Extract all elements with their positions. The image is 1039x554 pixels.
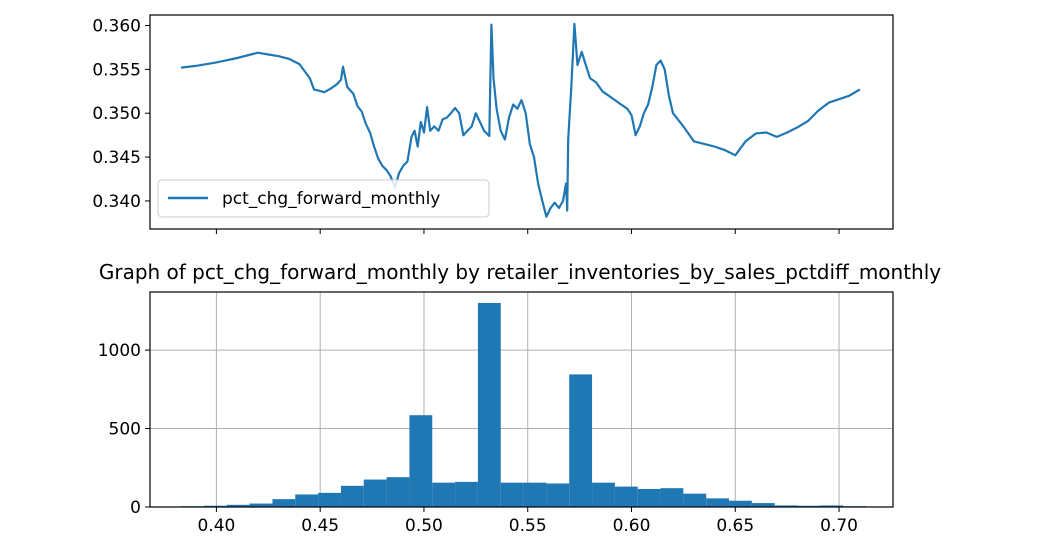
histogram-bar: [272, 499, 296, 507]
histogram-bar: [592, 482, 615, 507]
histogram-bar: [409, 415, 433, 507]
histogram-bar: [203, 505, 227, 507]
histogram-bar: [729, 500, 752, 507]
y-tick-label: 0.345: [92, 148, 141, 168]
histogram-bar: [295, 494, 319, 507]
histogram-bar: [637, 488, 661, 507]
histogram-bar: [660, 488, 684, 507]
histogram-bar: [523, 482, 547, 507]
histogram-bar: [751, 503, 775, 507]
x-tick-label: 0.40: [197, 516, 235, 536]
histogram-frame: [149, 291, 894, 508]
series-line-pct-chg-forward-monthly: [180, 22, 861, 218]
histogram-x-ticks: 0.40 0.45 0.50 0.55 0.60 0.65 0.70: [197, 507, 858, 536]
histogram-bar: [706, 498, 730, 507]
line-chart-y-ticks: 0.340 0.345 0.350 0.355 0.360: [92, 17, 150, 212]
histogram-title: Graph of pct_chg_forward_monthly by reta…: [99, 260, 941, 284]
histogram-bar: [683, 493, 707, 507]
legend-box: [157, 179, 490, 218]
histogram-bar: [774, 505, 798, 507]
line-chart: 0.340 0.345 0.350 0.355 0.360 pct_chg_forwar…: [92, 14, 894, 234]
histogram-bar: [249, 503, 273, 507]
histogram-bar: [363, 479, 387, 507]
line-chart-x-ticks: [215, 229, 840, 234]
histogram-bar: [226, 504, 250, 507]
histogram-bar: [500, 482, 524, 507]
line-chart-series: [180, 22, 861, 218]
x-tick-label: 0.50: [405, 516, 443, 536]
y-tick-label: 500: [109, 420, 141, 440]
x-tick-label: 0.60: [613, 516, 651, 536]
histogram-bar: [386, 477, 410, 507]
y-tick-label: 0.350: [92, 104, 141, 124]
line-chart-frame: [149, 14, 894, 230]
histogram-bar: [318, 492, 341, 507]
y-tick-label: 0: [130, 498, 141, 518]
histogram-y-ticks: 0 500 1000: [98, 341, 150, 518]
histogram-bar: [797, 505, 821, 507]
x-tick-label: 0.65: [716, 516, 754, 536]
legend-label: pct_chg_forward_monthly: [222, 189, 440, 209]
y-tick-label: 1000: [98, 341, 141, 361]
x-tick-label: 0.55: [509, 516, 547, 536]
y-tick-label: 0.340: [92, 192, 141, 212]
line-chart-legend: pct_chg_forward_monthly: [157, 179, 490, 218]
y-tick-label: 0.360: [92, 17, 141, 37]
histogram-bar: [455, 481, 478, 507]
histogram-bar: [432, 482, 456, 507]
histogram-bar: [477, 302, 501, 507]
histogram-chart: 0.40 0.45 0.50 0.55 0.60 0.65 0.70 0 500 1000: [98, 291, 894, 536]
histogram-bar: [340, 485, 364, 507]
histogram-bar: [546, 483, 570, 507]
histogram-bars: [181, 302, 867, 507]
histogram-bar: [820, 505, 844, 507]
histogram-bar: [614, 486, 638, 507]
x-tick-label: 0.45: [301, 516, 339, 536]
y-tick-label: 0.355: [92, 60, 141, 80]
x-tick-label: 0.70: [820, 516, 858, 536]
histogram-bar: [569, 374, 593, 507]
